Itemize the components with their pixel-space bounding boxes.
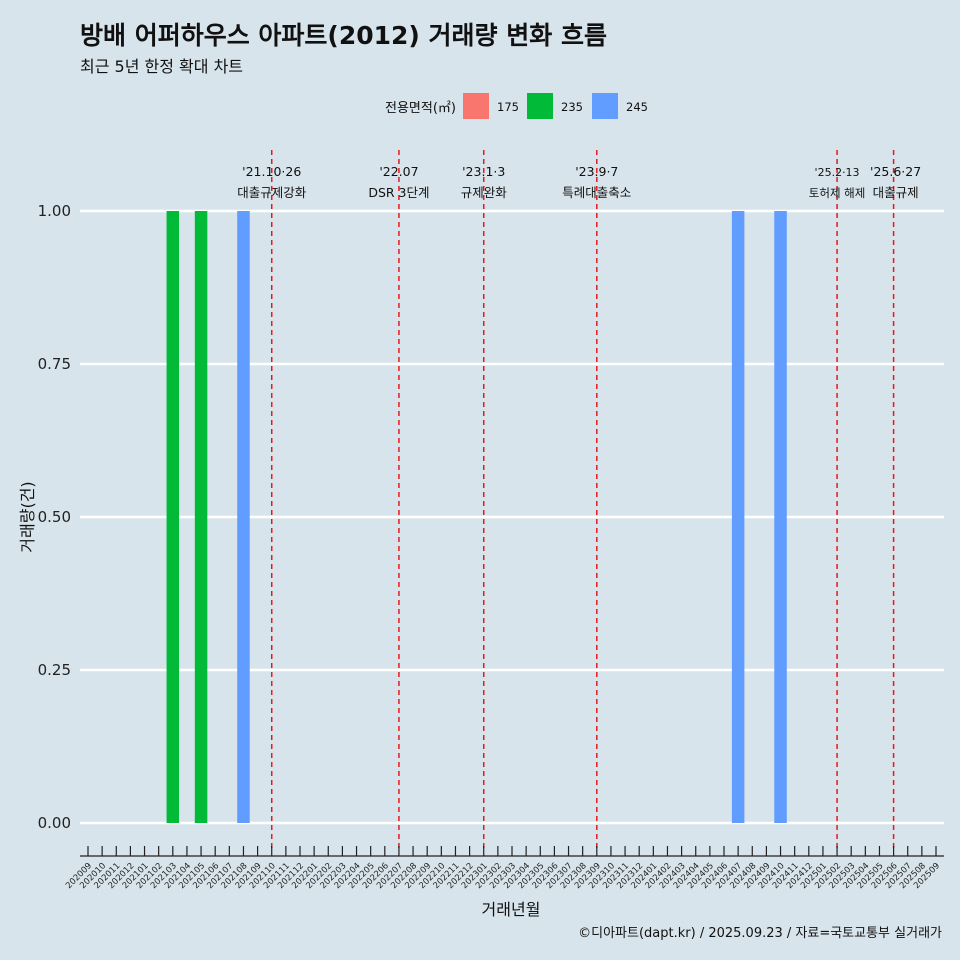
event-name-label: DSR 3단계	[368, 185, 429, 200]
y-tick-label: 0.00	[38, 814, 71, 832]
event-name-label: 규제완화	[461, 185, 508, 200]
legend-label-245: 245	[626, 100, 648, 114]
bar-245-202410	[774, 211, 787, 823]
event-name-label: 토허제 해제	[809, 186, 866, 200]
legend-swatch-235	[527, 93, 553, 119]
y-tick-label: 0.25	[38, 661, 71, 679]
bar-235-202103	[166, 211, 180, 823]
event-date-label: '23.9·7	[575, 164, 618, 179]
legend-swatch-175	[463, 93, 489, 119]
bar-245-202407	[731, 211, 745, 823]
event-date-label: '22.07	[379, 164, 418, 179]
x-axis-title: 거래년월	[482, 900, 541, 919]
y-tick-label: 0.75	[38, 355, 71, 373]
event-date-label: '23.1·3	[462, 164, 505, 179]
event-date-label: '21.10·26	[242, 164, 301, 179]
bar-245-202108	[237, 211, 250, 823]
legend-label-235: 235	[561, 100, 583, 114]
event-date-label: '25.2·13	[815, 166, 860, 179]
bar-235-202105	[194, 211, 208, 823]
y-tick-label: 1.00	[38, 202, 71, 220]
chart-subtitle: 최근 5년 한정 확대 차트	[80, 57, 244, 76]
legend-title: 전용면적(㎡)	[385, 101, 456, 116]
y-tick-label: 0.50	[38, 508, 71, 526]
source-caption: ©디아파트(dapt.kr) / 2025.09.23 / 자료=국토교통부 실…	[578, 926, 942, 941]
legend-label-175: 175	[497, 100, 519, 114]
event-name-label: 대출규제강화	[237, 185, 307, 200]
event-name-label: 대출규제	[873, 185, 919, 200]
legend-swatch-245	[592, 93, 618, 119]
event-date-label: '25.6·27	[870, 164, 921, 179]
event-name-label: 특례대출축소	[562, 185, 631, 200]
chart-title: 방배 어퍼하우스 아파트(2012) 거래량 변화 흐름	[80, 21, 607, 50]
y-axis-title: 거래량(건)	[18, 481, 37, 552]
